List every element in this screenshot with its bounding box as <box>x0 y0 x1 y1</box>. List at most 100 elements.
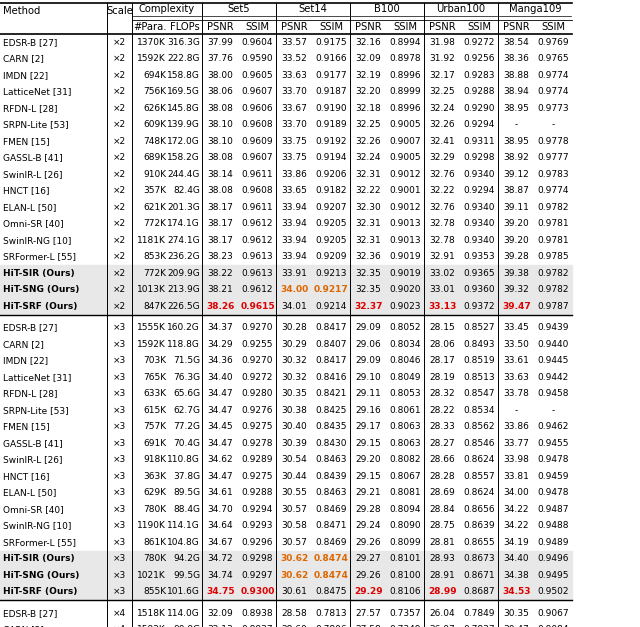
Text: 0.9787: 0.9787 <box>538 302 570 311</box>
Text: HiT-SNG (Ours): HiT-SNG (Ours) <box>3 571 79 580</box>
Text: 29.09: 29.09 <box>356 324 381 332</box>
Text: 110.8G: 110.8G <box>167 455 200 464</box>
Text: 33.52: 33.52 <box>282 55 307 63</box>
Text: 0.9175: 0.9175 <box>316 38 348 47</box>
Text: 0.9609: 0.9609 <box>242 137 273 145</box>
Text: 0.9019: 0.9019 <box>390 252 421 261</box>
Text: EDSR-B [27]: EDSR-B [27] <box>3 38 58 47</box>
Text: SSIM: SSIM <box>319 22 344 32</box>
Text: HNCT [16]: HNCT [16] <box>3 472 49 481</box>
Text: 30.32: 30.32 <box>282 356 307 366</box>
Text: 0.9020: 0.9020 <box>390 285 421 294</box>
Text: 0.9360: 0.9360 <box>464 285 495 294</box>
Text: 0.8547: 0.8547 <box>464 389 495 398</box>
Text: 38.10: 38.10 <box>207 137 234 145</box>
Text: ×3: ×3 <box>113 505 126 514</box>
Text: ×3: ×3 <box>113 571 126 580</box>
Text: 0.9495: 0.9495 <box>538 571 569 580</box>
Text: 756K: 756K <box>143 87 166 97</box>
Text: 33.70: 33.70 <box>282 120 307 129</box>
Text: 33.77: 33.77 <box>504 439 529 448</box>
Text: 174.1G: 174.1G <box>167 219 200 228</box>
Text: 34.47: 34.47 <box>208 406 234 414</box>
Text: 0.9256: 0.9256 <box>464 55 495 63</box>
Text: 29.11: 29.11 <box>356 389 381 398</box>
Text: 32.17: 32.17 <box>429 71 456 80</box>
Text: 757K: 757K <box>143 422 166 431</box>
Text: LatticeNet [31]: LatticeNet [31] <box>3 87 72 97</box>
Text: 38.92: 38.92 <box>504 153 529 162</box>
Text: Omni-SR [40]: Omni-SR [40] <box>3 505 63 514</box>
Text: 34.37: 34.37 <box>207 324 234 332</box>
Text: 0.9340: 0.9340 <box>464 203 495 212</box>
Text: 0.8469: 0.8469 <box>316 505 348 514</box>
Text: CARN [2]: CARN [2] <box>3 625 44 627</box>
Text: 0.9296: 0.9296 <box>242 538 273 547</box>
Text: 34.22: 34.22 <box>504 521 529 530</box>
Text: 38.00: 38.00 <box>207 71 234 80</box>
Text: PSNR: PSNR <box>503 22 530 32</box>
Text: ×2: ×2 <box>113 120 126 129</box>
Text: 0.8416: 0.8416 <box>316 372 348 382</box>
Text: ×3: ×3 <box>113 340 126 349</box>
Text: 28.33: 28.33 <box>429 422 456 431</box>
Text: 0.9275: 0.9275 <box>242 422 273 431</box>
Text: 29.16: 29.16 <box>356 406 381 414</box>
Text: 0.9607: 0.9607 <box>242 87 273 97</box>
Text: SwinIR-NG [10]: SwinIR-NG [10] <box>3 236 72 245</box>
Text: 0.8639: 0.8639 <box>464 521 495 530</box>
Text: 0.9488: 0.9488 <box>538 521 569 530</box>
Text: 0.9612: 0.9612 <box>242 285 273 294</box>
Text: 0.8978: 0.8978 <box>390 55 421 63</box>
Text: B100: B100 <box>374 4 400 14</box>
Text: 1592K: 1592K <box>137 625 166 627</box>
Text: 39.11: 39.11 <box>504 203 529 212</box>
Text: 0.9478: 0.9478 <box>538 488 569 497</box>
Text: 0.8046: 0.8046 <box>390 356 421 366</box>
Text: ×2: ×2 <box>113 236 126 245</box>
Text: 28.66: 28.66 <box>429 455 456 464</box>
Text: ×3: ×3 <box>113 406 126 414</box>
Text: 37.76: 37.76 <box>207 55 234 63</box>
Text: 90.9G: 90.9G <box>173 625 200 627</box>
Text: 33.86: 33.86 <box>504 422 529 431</box>
Text: 169.5G: 169.5G <box>167 87 200 97</box>
Text: 32.22: 32.22 <box>429 186 455 195</box>
Text: 82.4G: 82.4G <box>173 186 200 195</box>
Text: 0.8099: 0.8099 <box>390 538 421 547</box>
Text: 0.9187: 0.9187 <box>316 87 348 97</box>
Text: 26.04: 26.04 <box>429 609 455 618</box>
Text: 65.6G: 65.6G <box>173 389 200 398</box>
Text: 0.8546: 0.8546 <box>464 439 495 448</box>
Text: 27.58: 27.58 <box>356 625 381 627</box>
Text: 0.8425: 0.8425 <box>316 406 347 414</box>
Text: 34.01: 34.01 <box>282 302 307 311</box>
Text: 0.9455: 0.9455 <box>538 439 569 448</box>
Text: 0.7849: 0.7849 <box>464 609 495 618</box>
Text: 0.9283: 0.9283 <box>464 71 495 80</box>
Text: 0.9611: 0.9611 <box>242 170 273 179</box>
Text: 0.9605: 0.9605 <box>242 71 273 80</box>
Text: 71.5G: 71.5G <box>173 356 200 366</box>
Text: 0.9613: 0.9613 <box>242 269 273 278</box>
Text: 0.9294: 0.9294 <box>464 120 495 129</box>
Text: 0.9217: 0.9217 <box>314 285 349 294</box>
Text: RFDN-L [28]: RFDN-L [28] <box>3 103 58 113</box>
Text: 33.75: 33.75 <box>282 137 307 145</box>
Text: 0.9207: 0.9207 <box>316 203 348 212</box>
Text: HiT-SRF (Ours): HiT-SRF (Ours) <box>3 302 77 311</box>
Text: PSNR: PSNR <box>281 22 308 32</box>
Text: 33.61: 33.61 <box>504 356 529 366</box>
Text: 38.23: 38.23 <box>207 252 234 261</box>
Text: 236.2G: 236.2G <box>168 252 200 261</box>
Text: 0.9615: 0.9615 <box>240 302 275 311</box>
Text: 0.9206: 0.9206 <box>316 170 348 179</box>
Text: 0.9276: 0.9276 <box>242 406 273 414</box>
Text: 34.47: 34.47 <box>208 439 234 448</box>
Text: 28.15: 28.15 <box>429 324 456 332</box>
Text: 34.19: 34.19 <box>504 538 529 547</box>
Text: 33.65: 33.65 <box>282 186 307 195</box>
Text: FLOPs: FLOPs <box>170 22 200 32</box>
Text: 772K: 772K <box>143 269 166 278</box>
Text: 38.17: 38.17 <box>207 203 234 212</box>
